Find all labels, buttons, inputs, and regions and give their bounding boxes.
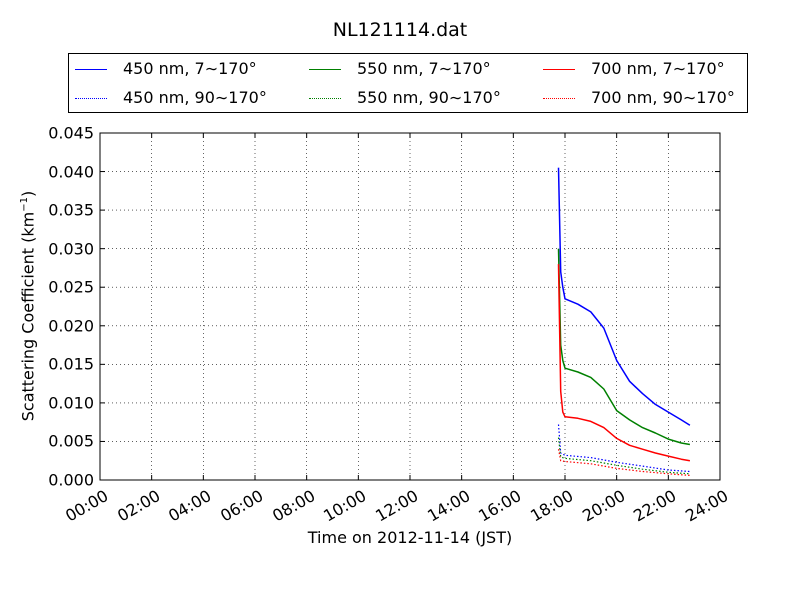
legend-swatch: [543, 98, 575, 99]
legend-label: 550 nm, 90∼170°: [357, 88, 501, 107]
chart-title: NL121114.dat: [332, 19, 468, 41]
y-tick-label: 0.025: [48, 277, 94, 297]
x-axis-label: Time on 2012-11-14 (JST): [307, 528, 513, 547]
legend-item: 700 nm, 90∼170°: [543, 88, 735, 107]
legend-label: 700 nm, 90∼170°: [591, 88, 735, 107]
legend-item: 450 nm, 7∼170°: [75, 59, 257, 78]
y-tick-label: 0.030: [48, 239, 94, 259]
y-tick-label: 0.035: [48, 200, 94, 220]
y-tick-label: 0.010: [48, 393, 94, 413]
series-line: [557, 167, 691, 426]
axis-ticks: [99, 132, 721, 481]
grid-lines: [99, 132, 721, 481]
y-tick-label: 0.045: [48, 123, 94, 143]
legend-label: 450 nm, 90∼170°: [123, 88, 267, 107]
legend-swatch: [309, 98, 341, 99]
y-tick-label: 0.020: [48, 316, 94, 336]
y-tick-label: 0.005: [48, 431, 94, 451]
legend-swatch: [75, 69, 107, 70]
legend-swatch: [543, 69, 575, 70]
y-tick-label: 0.040: [48, 162, 94, 182]
y-tick-label: 0.000: [48, 470, 94, 490]
series-line: [557, 264, 691, 462]
legend-item: 550 nm, 7∼170°: [309, 59, 491, 78]
legend: 450 nm, 7∼170° 450 nm, 90∼170° 550 nm, 7…: [68, 53, 748, 113]
series-line: [557, 449, 690, 476]
legend-item: 550 nm, 90∼170°: [309, 88, 501, 107]
series-line: [557, 248, 691, 446]
y-axis-label: Scattering Coefficient (km−1): [18, 190, 38, 422]
series-line: [557, 424, 690, 473]
legend-label: 700 nm, 7∼170°: [591, 59, 725, 78]
legend-label: 550 nm, 7∼170°: [357, 59, 491, 78]
legend-swatch: [75, 98, 107, 99]
legend-item: 700 nm, 7∼170°: [543, 59, 725, 78]
legend-swatch: [309, 69, 341, 70]
series-line: [557, 437, 690, 475]
series-lines: [557, 167, 691, 476]
y-tick-label: 0.015: [48, 354, 94, 374]
legend-label: 450 nm, 7∼170°: [123, 59, 257, 78]
legend-item: 450 nm, 90∼170°: [75, 88, 267, 107]
